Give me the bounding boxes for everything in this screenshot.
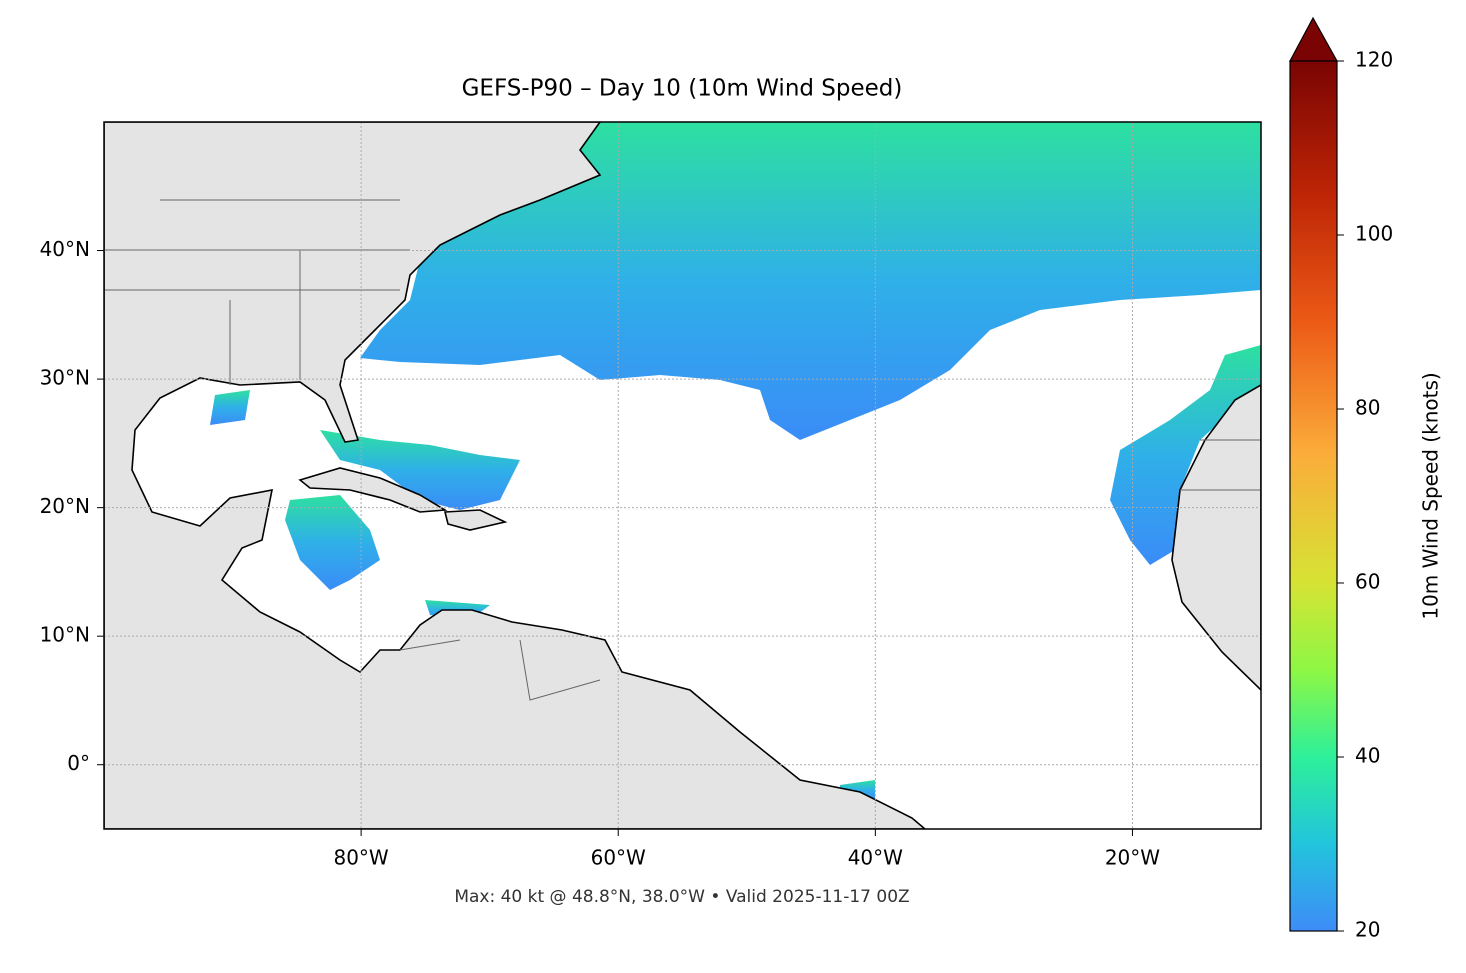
colorbar-tick-label: 120 xyxy=(1355,48,1393,72)
map-frame xyxy=(103,121,1262,830)
colorbar-tick-label: 80 xyxy=(1355,396,1380,420)
axes: 80°W 60°W 40°W 20°W 0° 10°N 20°N 30°N 40°N xyxy=(40,237,1161,869)
cuba xyxy=(298,467,448,513)
x-tick-label: 60°W xyxy=(591,846,646,870)
africa xyxy=(1171,384,1261,692)
y-tick-label: 30°N xyxy=(40,366,90,390)
footnote: Max: 40 kt @ 48.8°N, 38.0°W • Valid 2025… xyxy=(454,887,909,907)
borders xyxy=(104,199,1261,701)
y-tick-label: 10°N xyxy=(40,623,90,647)
x-tick-label: 20°W xyxy=(1105,846,1160,870)
colorbar-extension xyxy=(1288,16,1339,62)
graticule xyxy=(104,122,1261,829)
colorbar-tick-label: 100 xyxy=(1355,222,1393,246)
map-title: GEFS-P90 – Day 10 (10m Wind Speed) xyxy=(462,76,903,102)
colorbar-bar xyxy=(1289,60,1338,932)
y-tick-label: 40°N xyxy=(40,237,90,261)
y-tick-label: 20°N xyxy=(40,494,90,518)
colorbar-tick-label: 60 xyxy=(1355,570,1380,594)
americas xyxy=(104,122,927,829)
colorbar: 10m Wind Speed (knots) 20 40 60 80 100 120 xyxy=(1288,16,1443,942)
colorbar-label: 10m Wind Speed (knots) xyxy=(1419,372,1443,619)
colorbar-tick-label: 20 xyxy=(1355,918,1380,942)
hispaniola xyxy=(443,509,508,531)
x-tick-label: 40°W xyxy=(848,846,903,870)
x-tick-label: 80°W xyxy=(333,846,388,870)
colorbar-tick-label: 40 xyxy=(1355,744,1380,768)
y-tick-label: 0° xyxy=(67,751,90,775)
map-area xyxy=(104,122,1261,829)
